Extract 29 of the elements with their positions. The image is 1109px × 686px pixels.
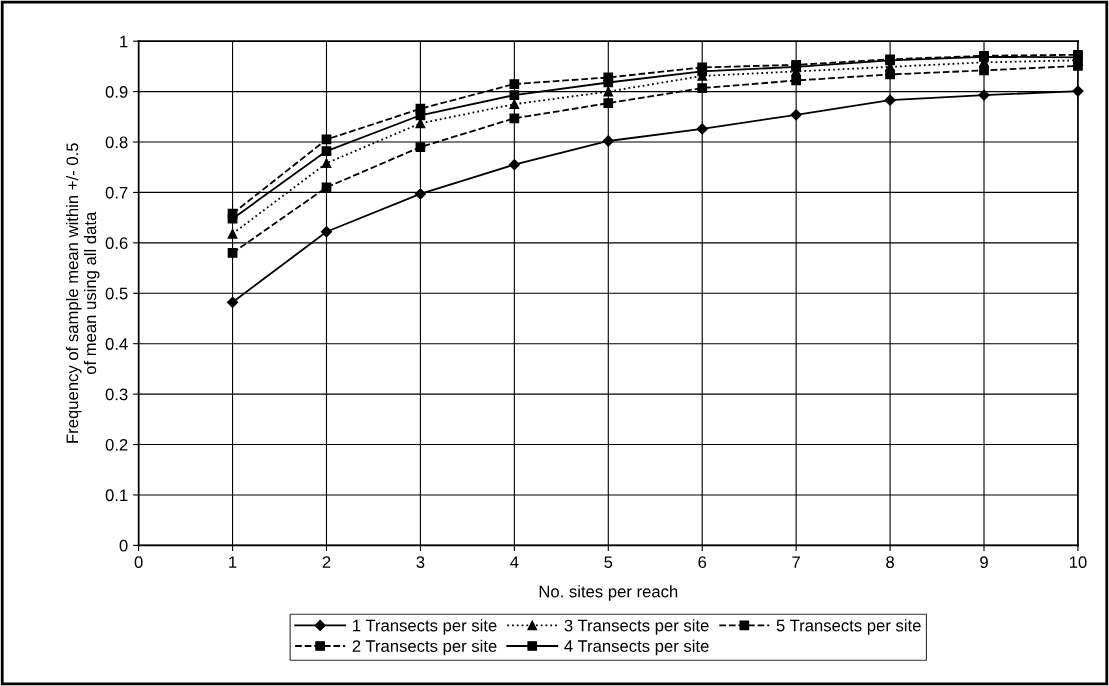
y-tick-label: 1 [120,35,128,48]
y-axis-title: Frequency of sample mean within +/- 0.5 of mean using all data [66,143,100,443]
y-tick-label: 0 [119,539,128,552]
y-tick-label: 0.3 [105,388,128,401]
legend-label: 1 Transects per site [353,619,497,635]
y-tick-label: 0.1 [105,489,128,502]
y-tick-label: 0.5 [105,287,128,300]
x-tick-label: 0 [134,556,143,569]
x-tick-label: 2 [322,556,331,568]
x-tick-label: 6 [698,556,707,569]
y-tick-label: 0.7 [105,186,128,199]
x-tick-label: 7 [792,556,800,568]
y-tick-label: 0.6 [105,237,128,250]
legend-label: 5 Transects per site [776,619,921,635]
x-axis-title: No. sites per reach [539,585,678,601]
legend-label: 2 Transects per site [352,639,497,656]
x-tick-label: 3 [416,556,425,569]
legend-label: 3 Transects per site [564,619,709,635]
x-tick-label: 10 [1069,556,1087,569]
x-tick-label: 5 [604,556,613,569]
y-tick-label: 0.4 [105,338,128,350]
x-tick-label: 8 [886,556,894,569]
x-tick-label: 4 [510,556,519,568]
y-tick-label: 0.2 [105,438,128,451]
y-tick-label: 0.9 [105,85,128,98]
x-tick-label: 1 [229,556,237,568]
legend-label: 4 Transects per site [564,639,709,656]
x-tick-label: 9 [980,556,988,569]
y-tick-label: 0.8 [105,136,128,149]
